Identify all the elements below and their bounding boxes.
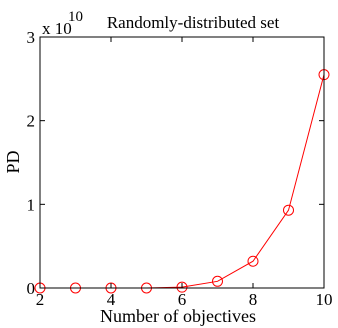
- chart-title: Randomly-distributed set: [107, 13, 280, 32]
- data-point: [212, 275, 223, 287]
- x-tick-label: 2: [36, 290, 45, 309]
- y-multiplier-label: x 10: [42, 19, 72, 38]
- x-tick-label: 6: [178, 290, 187, 309]
- x-tick-label: 4: [107, 290, 116, 309]
- data-point: [176, 281, 188, 293]
- data-point: [283, 204, 294, 216]
- y-tick-label: 0: [27, 279, 36, 298]
- y-tick-label: 3: [27, 28, 36, 47]
- plot-area: [40, 37, 324, 288]
- data-point: [247, 255, 259, 267]
- y-tick-label: 2: [27, 112, 36, 131]
- x-axis-label: Number of objectives: [100, 306, 256, 326]
- y-tick-label: 1: [27, 195, 36, 214]
- x-tick-label: 10: [316, 290, 333, 309]
- ticks: 2 4 6 8 10 0 1 2 3: [27, 28, 333, 309]
- x-tick-label: 8: [249, 290, 258, 309]
- y-axis-label: PD: [3, 150, 23, 173]
- y-multiplier-exponent: 10: [68, 9, 83, 25]
